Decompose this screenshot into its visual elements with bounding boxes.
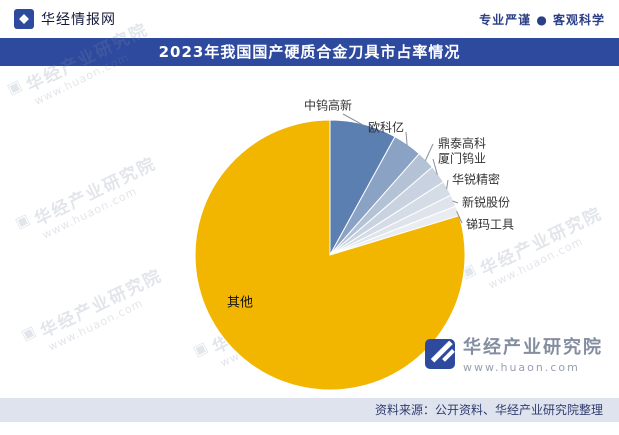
chart-area: ▣ 华经产业研究院 www.huaon.com ▣ 华经产业研究院 www.hu… [0, 20, 619, 398]
brand-name: 华经产业研究院 [463, 337, 603, 358]
bottom-strip [0, 422, 619, 435]
pie-label-line-3 [432, 158, 438, 176]
brand-text: 华经产业研究院 www.huaon.com [463, 333, 603, 374]
pie-label-line-5 [452, 200, 459, 204]
site-logo-icon [14, 9, 34, 29]
pie-label-7: 其他 [227, 296, 253, 311]
chart-title-bar: 2023年我国国产硬质合金刀具市占率情况 [0, 38, 619, 66]
brand-url: www.huaon.com [463, 361, 580, 374]
pie-label-5: 新锐股份 [462, 195, 510, 210]
pie-label-2: 鼎泰高科 [438, 136, 486, 151]
source-bar: 资料来源：公开资料、华经产业研究院整理 [0, 398, 619, 422]
brand-logo-icon [425, 338, 455, 369]
pie-label-line-1 [405, 131, 408, 146]
pie-label-line-6 [456, 210, 463, 224]
pie-label-4: 华锐精密 [452, 172, 500, 187]
pie-label-1: 欧科亿 [368, 120, 404, 135]
pie-label-line-0 [342, 113, 364, 126]
header-slogan: 专业严谨 ● 客观科学 [479, 12, 605, 27]
pie-label-6: 锑玛工具 [466, 218, 514, 232]
header: 华经情报网 专业严谨 ● 客观科学 [0, 0, 619, 38]
brand-logo: 华经产业研究院 www.huaon.com [425, 333, 603, 374]
pie-label-line-2 [424, 143, 434, 162]
pie-slice-7 [194, 119, 466, 391]
pie-label-line-4 [446, 179, 449, 190]
pie-label-0: 中钨高新 [304, 98, 352, 113]
site-logo-text: 华经情报网 [41, 12, 116, 28]
site-logo: 华经情报网 [14, 9, 116, 29]
pie-label-3: 厦门钨业 [438, 151, 486, 166]
